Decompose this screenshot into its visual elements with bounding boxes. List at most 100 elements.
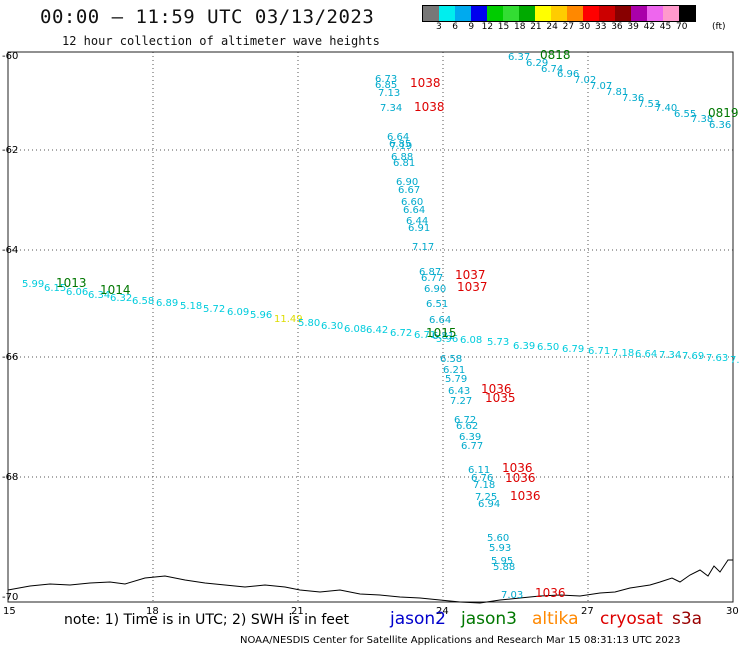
pass-time-label: 1036: [481, 382, 512, 396]
legend-item-cryosat: cryosat: [600, 609, 663, 629]
wave-height-label: 6.77: [461, 441, 483, 452]
wave-height-label: 6.91: [408, 223, 430, 234]
wave-height-label: 5.60: [487, 533, 509, 544]
page-subtitle: 12 hour collection of altimeter wave hei…: [62, 34, 380, 48]
wave-height-label: 7.03: [501, 590, 523, 601]
color-scale-label: 30: [578, 22, 591, 32]
wave-height-label: 5.95: [491, 556, 513, 567]
wave-height-label: 6.81: [432, 331, 454, 342]
wave-height-label: 7.81: [606, 87, 628, 98]
pass-time-label: 1038: [414, 100, 445, 114]
wave-height-label: 5.79: [445, 374, 467, 385]
color-scale-label: 24: [546, 22, 558, 32]
wave-height-label: 6.42: [366, 325, 388, 336]
pass-time-label: 1035: [485, 391, 516, 405]
latitude-label: -60: [2, 51, 19, 62]
wave-height-label: 6.32: [110, 293, 132, 304]
latitude-label: -70: [2, 592, 19, 603]
pass-time-label: 1036: [505, 471, 536, 485]
wave-height-label: 6.77: [421, 273, 443, 284]
color-swatch: [535, 6, 551, 21]
wave-height-label: 6.76: [471, 473, 493, 484]
wave-height-label: 6.34: [88, 290, 110, 301]
wave-height-label: 6.58: [132, 296, 154, 307]
color-swatch: [519, 6, 535, 21]
wave-height-label: 6.11: [468, 465, 490, 476]
wave-height-label: 6.50: [537, 342, 559, 353]
wave-height-label: 6.43: [448, 386, 470, 397]
color-swatch: [503, 6, 519, 21]
wave-height-label: 6.06: [66, 287, 88, 298]
wave-height-label: 6.85: [389, 139, 411, 150]
color-scale-label: 70: [676, 22, 688, 32]
wave-height-label: 6.73: [375, 74, 397, 85]
wave-height-label: 5.99: [22, 279, 44, 290]
color-swatch: [679, 6, 695, 21]
wave-height-label: 6.74: [541, 64, 563, 75]
wave-height-label: 6.94: [478, 499, 500, 510]
wave-height-label: 5.72: [203, 304, 225, 315]
latitude-label: -62: [2, 145, 19, 156]
color-swatch: [423, 6, 439, 21]
color-scale-label: 15: [497, 22, 510, 32]
color-swatch: [567, 6, 583, 21]
color-scale-bar: [422, 5, 696, 22]
wave-height-label: 6.90: [396, 177, 418, 188]
wave-height-label: 6.36: [709, 120, 731, 131]
wave-height-label: 6.90: [424, 284, 446, 295]
pass-time-label: 0819: [708, 106, 739, 120]
legend-item-jason2: jason2: [390, 609, 446, 629]
wave-height-label: 6.37: [508, 52, 530, 63]
latitude-label: -68: [2, 472, 19, 483]
longitude-label: 21: [291, 606, 304, 617]
pass-time-label: 1015: [426, 326, 457, 340]
longitude-label: 18: [146, 606, 159, 617]
wave-height-label: 7.07: [590, 81, 612, 92]
legend-item-altika: altika: [532, 609, 579, 629]
color-scale-label: 9: [468, 22, 475, 32]
legend-item-s3a: s3a: [672, 609, 703, 629]
wave-height-label: 6.87: [419, 267, 441, 278]
wave-height-label: 6.64: [387, 132, 409, 143]
wave-height-label: 6.71: [588, 346, 610, 357]
wave-height-label: 5.96: [436, 334, 458, 345]
wave-height-label: 6.51: [426, 299, 448, 310]
latitude-label: -64: [2, 245, 19, 256]
color-swatch: [487, 6, 503, 21]
color-scale-label: 18: [514, 22, 526, 32]
page-title: 00:00 – 11:59 UTC 03/13/2023: [40, 6, 375, 28]
wave-height-label: 7.69: [682, 351, 704, 362]
color-swatch: [631, 6, 647, 21]
longitude-label: 30: [726, 606, 739, 617]
wave-height-label: 6.81: [393, 158, 415, 169]
color-swatch: [647, 6, 663, 21]
color-scale-unit: (ft): [712, 22, 726, 32]
wave-height-label: 6.44: [406, 216, 428, 227]
wave-height-label: 6.60: [401, 197, 423, 208]
color-swatch: [615, 6, 631, 21]
pass-time-label: 1038: [410, 76, 441, 90]
wave-height-label: 5.88: [493, 562, 515, 573]
color-scale-label: 21: [530, 22, 542, 32]
color-scale-label: 27: [562, 22, 575, 32]
color-scale-label: 6: [452, 22, 458, 32]
map-grid: [7, 51, 734, 603]
wave-height-label: 6.71: [414, 330, 436, 341]
credit-line: NOAA/NESDIS Center for Satellite Applica…: [240, 635, 681, 646]
wave-height-label: 5.96: [250, 310, 272, 321]
wave-height-label: 6.08: [460, 335, 482, 346]
wave-height-label: 6.64: [403, 205, 425, 216]
pass-time-label: 1036: [535, 586, 566, 600]
pass-time-label: 0818: [540, 48, 571, 62]
wave-height-label: 7.18: [612, 348, 634, 359]
wave-height-label: 6.29: [526, 58, 548, 69]
legend-item-jason3: jason3: [461, 609, 517, 629]
coastline: [7, 559, 733, 604]
wave-height-label: 6.85: [375, 80, 397, 91]
color-scale-label: 45: [659, 22, 672, 32]
wave-height-label: 5.18: [180, 301, 202, 312]
pass-time-label: 1037: [455, 268, 486, 282]
wave-height-label: 5.93: [489, 543, 511, 554]
pass-time-label: 1036: [502, 461, 533, 475]
